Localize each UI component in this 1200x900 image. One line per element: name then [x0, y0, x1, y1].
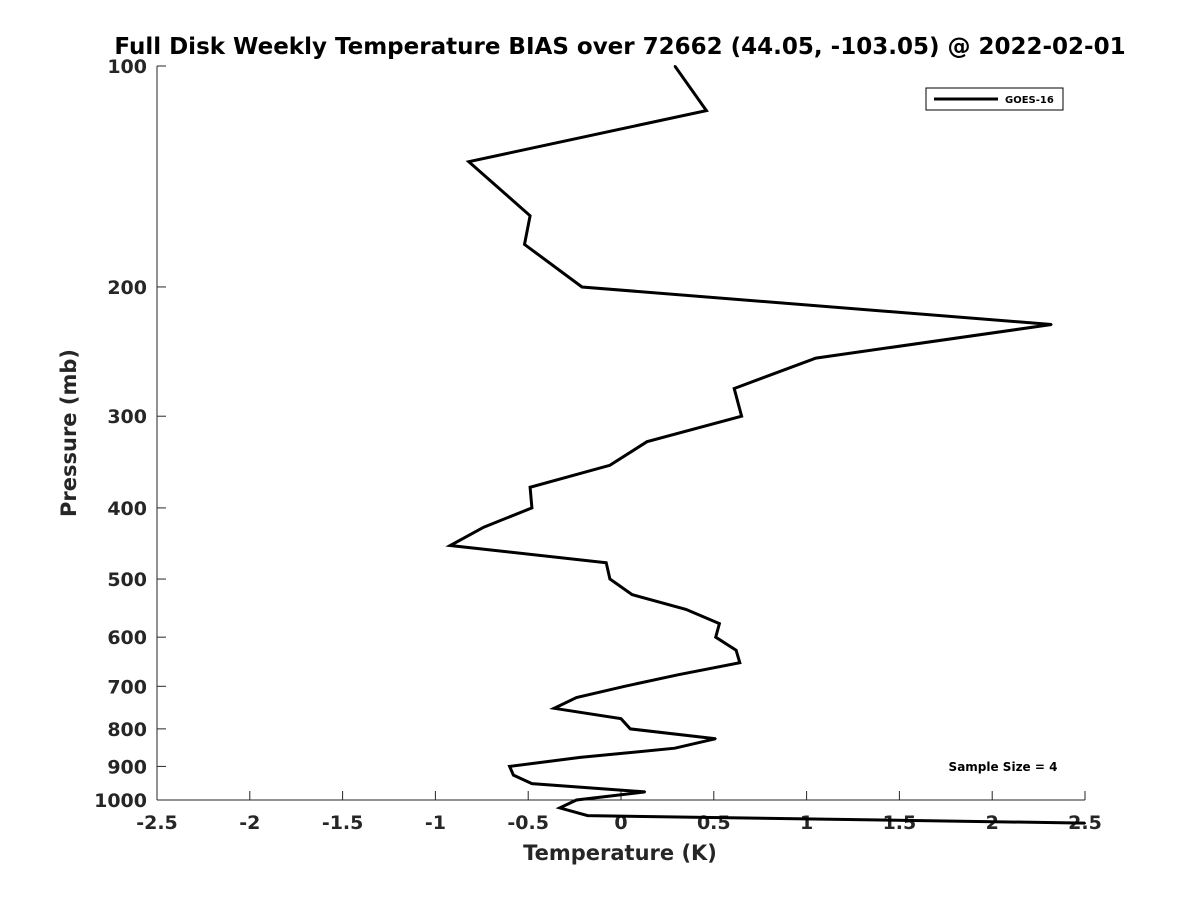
x-tick-label: -2 — [239, 812, 260, 834]
data-point — [644, 790, 647, 793]
data-point — [735, 649, 738, 652]
plot-area — [156, 66, 1085, 801]
data-point — [673, 65, 676, 67]
x-tick-label: -2.5 — [136, 812, 178, 834]
data-point — [629, 727, 632, 730]
data-point — [530, 782, 533, 785]
data-point — [714, 737, 717, 740]
data-point — [553, 707, 556, 710]
x-tick-label: -0.5 — [507, 812, 549, 834]
data-point — [575, 799, 578, 801]
x-tick-label: 0.5 — [697, 812, 731, 834]
data-point — [575, 696, 578, 699]
data-point — [1050, 323, 1053, 326]
y-tick-label: 1000 — [94, 790, 147, 812]
data-point — [646, 440, 648, 443]
y-tick-label: 300 — [107, 406, 147, 428]
y-tick-label: 200 — [107, 277, 147, 299]
y-tick-label: 600 — [107, 627, 147, 649]
data-point — [814, 357, 817, 360]
data-point — [685, 608, 687, 611]
sample-size-annotation: Sample Size = 4 — [949, 760, 1058, 774]
data-point — [738, 661, 741, 664]
y-tick-label: 900 — [107, 756, 147, 778]
data-point — [740, 415, 743, 418]
data-point — [508, 765, 511, 768]
y-tick-label: 100 — [107, 56, 147, 78]
chart-title: Full Disk Weekly Temperature BIAS over 7… — [114, 34, 1125, 60]
x-axis-label: Temperature (K) — [523, 841, 717, 865]
y-tick-label: 400 — [107, 498, 147, 520]
data-point — [467, 160, 470, 163]
y-axis-label: Pressure (mb) — [57, 349, 81, 517]
y-tick-label: 500 — [107, 569, 147, 591]
y-tick-label: 800 — [107, 719, 147, 741]
data-point — [529, 486, 532, 489]
data-point — [608, 464, 611, 467]
y-axis-ticks: 100 200 300 400 500 600 700 800 900 1000 — [94, 56, 166, 812]
x-tick-label: 1 — [800, 812, 813, 834]
legend-label-goes-16: GOES-16 — [1005, 95, 1054, 106]
x-tick-label: -1 — [425, 812, 446, 834]
data-point — [530, 506, 533, 509]
data-point — [620, 717, 622, 720]
data-point — [579, 756, 582, 759]
series-layer — [445, 65, 1086, 825]
data-point — [714, 636, 717, 639]
data-point — [482, 526, 485, 529]
data-point — [623, 685, 626, 688]
data-point — [631, 593, 634, 596]
data-point — [1084, 822, 1086, 825]
data-point — [581, 286, 583, 288]
series-line-goes-16 — [445, 65, 1086, 825]
data-point — [512, 774, 515, 777]
data-point — [529, 214, 532, 217]
data-point — [558, 806, 561, 809]
data-point — [705, 109, 708, 112]
data-point — [586, 814, 589, 817]
y-tick-label: 700 — [107, 676, 147, 698]
data-point — [673, 747, 676, 750]
x-tick-label: 1.5 — [883, 812, 917, 834]
data-point — [677, 673, 680, 676]
data-point — [449, 544, 452, 547]
x-axis-ticks: -2.5 -2 -1.5 -1 -0.5 0 0.5 1 1.5 2 2.5 — [136, 791, 1102, 834]
data-point — [523, 243, 526, 246]
x-tick-label: -1.5 — [322, 812, 364, 834]
data-point — [718, 622, 721, 625]
legend: GOES-16 — [925, 87, 1064, 111]
data-point — [733, 387, 736, 390]
data-point — [608, 578, 611, 580]
data-point — [605, 561, 608, 564]
